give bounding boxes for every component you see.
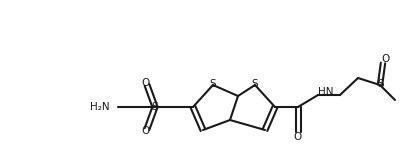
- Text: O: O: [141, 78, 149, 88]
- Text: S: S: [152, 102, 158, 112]
- Text: O: O: [294, 132, 302, 142]
- Text: S: S: [378, 79, 384, 89]
- Text: S: S: [252, 79, 258, 89]
- Text: O: O: [141, 126, 149, 136]
- Text: HN: HN: [318, 87, 333, 97]
- Text: O: O: [381, 54, 389, 64]
- Text: S: S: [210, 79, 216, 89]
- Text: H₂N: H₂N: [90, 102, 110, 112]
